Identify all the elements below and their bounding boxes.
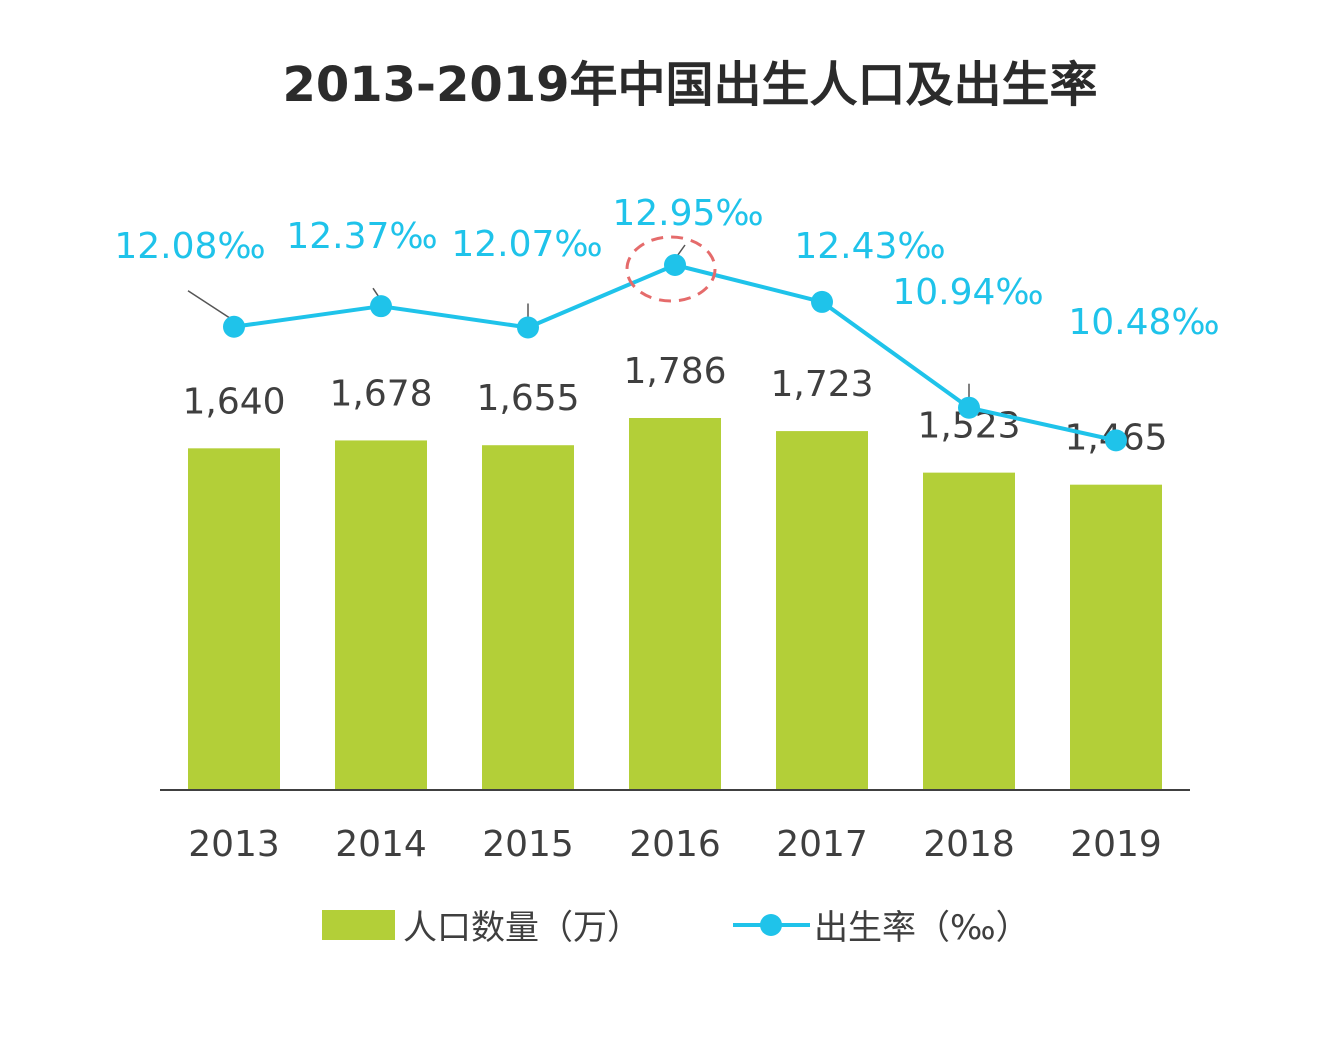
- rate-point-2013: [223, 315, 245, 338]
- rate-point-2017: [811, 290, 833, 313]
- rate-point-2014: [370, 295, 392, 318]
- rate-point-2016: [664, 254, 686, 276]
- bar-value-label-2017: 1,723: [770, 364, 873, 405]
- legend-line-marker: [760, 914, 782, 936]
- x-tick-label-2018: 2018: [923, 824, 1015, 865]
- x-tick-label-2013: 2013: [188, 824, 280, 865]
- bar-2016: [629, 418, 721, 789]
- bars-layer: [188, 418, 1162, 789]
- legend-bar-swatch: [322, 910, 395, 940]
- x-tick-label-2016: 2016: [629, 824, 721, 865]
- rate-value-label-2017: 12.43‰: [794, 226, 945, 267]
- rate-point-2019: [1105, 429, 1127, 452]
- rate-value-label-2019: 10.48‰: [1068, 302, 1219, 343]
- x-tick-labels: 2013 2014 2015 2016 2017 2018 2019: [188, 824, 1162, 865]
- rate-line-layer: [187, 235, 1127, 452]
- bar-2015: [482, 445, 574, 789]
- bar-2019: [1070, 484, 1162, 789]
- highlight-circle: [625, 235, 717, 303]
- legend: 人口数量（万） 出生率（‰）: [322, 908, 1030, 948]
- rate-value-label-2016: 12.95‰: [612, 193, 763, 234]
- bar-value-label-2013: 1,640: [182, 381, 285, 422]
- bar-2017: [776, 431, 868, 789]
- rate-value-label-2014: 12.37‰: [286, 216, 437, 257]
- legend-line-label: 出生率（‰）: [814, 908, 1030, 948]
- chart-title: 2013-2019年中国出生人口及出生率: [282, 57, 1097, 113]
- rate-value-label-2018: 10.94‰: [892, 272, 1043, 313]
- bar-2013: [188, 448, 280, 789]
- x-tick-label-2014: 2014: [335, 824, 427, 865]
- bar-value-label-2015: 1,655: [476, 378, 579, 419]
- bar-value-label-2016: 1,786: [623, 351, 726, 392]
- rate-value-label-2013: 12.08‰: [114, 226, 265, 267]
- bar-value-label-2014: 1,678: [329, 373, 432, 414]
- x-tick-label-2017: 2017: [776, 824, 868, 865]
- x-tick-label-2015: 2015: [482, 824, 574, 865]
- bar-2014: [335, 440, 427, 789]
- legend-bar-label: 人口数量（万）: [403, 908, 641, 948]
- rate-value-label-2015: 12.07‰: [451, 224, 602, 265]
- x-tick-label-2019: 2019: [1070, 824, 1162, 865]
- rate-point-2015: [517, 316, 539, 339]
- rate-point-2018: [958, 396, 980, 419]
- bar-2018: [923, 472, 1015, 789]
- rate-value-labels: 12.08‰ 12.37‰ 12.07‰12.95‰ 12.43‰ 10.94‰ 10.4…: [114, 193, 1219, 343]
- rate-leader-2013: [187, 290, 235, 322]
